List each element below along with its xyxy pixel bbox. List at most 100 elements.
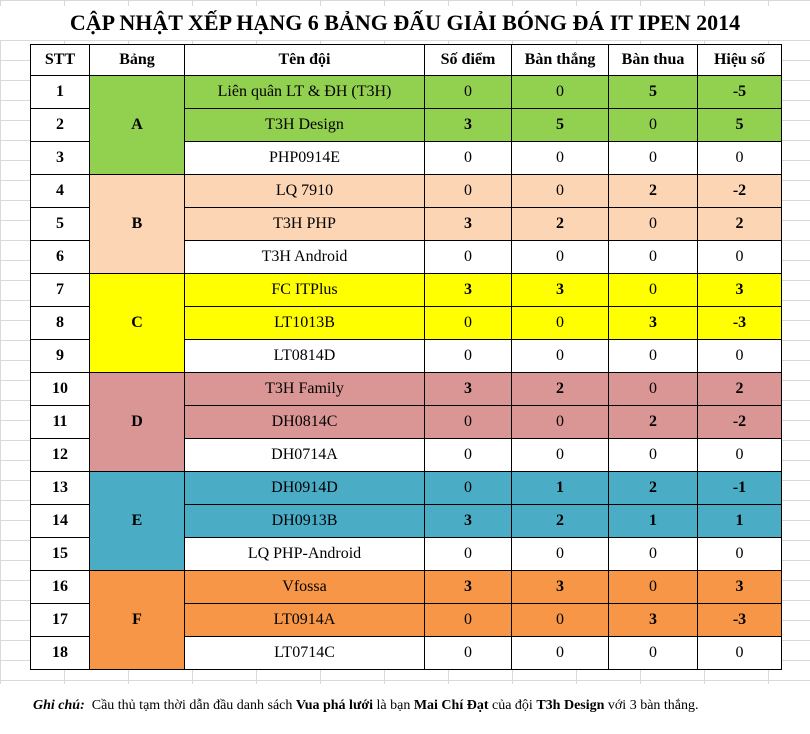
note-text: Cầu thủ tạm thời dẫn đầu danh sách [91,698,293,713]
group-cell: B [89,174,185,274]
goals-conceded-cell: 3 [608,306,698,340]
goals-conceded-cell: 0 [608,636,698,670]
note-label: Ghi chú: [33,698,85,713]
points-cell: 0 [424,471,512,505]
team-name-cell: T3H Design [184,108,425,142]
goals-conceded-cell: 3 [608,603,698,637]
goal-diff-cell: 3 [697,273,782,307]
points-cell: 0 [424,636,512,670]
team-name-cell: DH0714A [184,438,425,472]
goals-scored-cell: 2 [511,207,609,241]
table-row: 10 D T3H Family 3 2 0 2 [30,372,782,472]
goal-diff-cell: 0 [697,438,782,472]
header-stt: STT [30,44,90,76]
goals-scored-cell: 0 [511,306,609,340]
points-cell: 3 [424,570,512,604]
table-row: 11 DH0814C 0 0 2 -2 [30,405,782,439]
table-row: 7 C FC ITPlus 3 3 0 3 [30,273,782,373]
note-award: Vua phá lưới [295,698,373,713]
team-name-cell: T3H Android [184,240,425,274]
goals-conceded-cell: 0 [608,339,698,373]
stt-cell: 5 [30,207,90,241]
goals-scored-cell: 0 [511,240,609,274]
goal-diff-cell: 0 [697,339,782,373]
goals-conceded-cell: 2 [608,471,698,505]
goal-diff-cell: 2 [697,372,782,406]
goal-diff-cell: -1 [697,471,782,505]
team-name-cell: LT0814D [184,339,425,373]
stt-cell: 15 [30,537,90,571]
group-cell: F [89,570,185,670]
points-cell: 0 [424,240,512,274]
table-row: 4 B LQ 7910 0 0 2 -2 [30,174,782,274]
points-cell: 0 [424,405,512,439]
goals-scored-cell: 0 [511,438,609,472]
goal-diff-cell: 1 [697,504,782,538]
points-cell: 0 [424,603,512,637]
team-name-cell: Liên quân LT & ĐH (T3H) [184,75,425,109]
goal-diff-cell: 2 [697,207,782,241]
header-scored: Bàn thắng [511,44,609,76]
team-name-cell: T3H PHP [184,207,425,241]
goal-diff-cell: -3 [697,306,782,340]
points-cell: 0 [424,75,512,109]
table-row: 2 T3H Design 3 5 0 5 [30,108,782,142]
stt-cell: 8 [30,306,90,340]
team-name-cell: DH0913B [184,504,425,538]
goal-diff-cell: 3 [697,570,782,604]
header-team: Tên đội [184,44,425,76]
table-row: 9 LT0814D 0 0 0 0 [30,339,782,373]
goals-conceded-cell: 0 [608,207,698,241]
stt-cell: 11 [30,405,90,439]
standings-table: STT Bảng Tên đội Số điểm Bàn thắng Bàn t… [30,44,782,670]
goals-conceded-cell: 2 [608,174,698,208]
header-conceded: Bàn thua [608,44,698,76]
table-row: 13 E DH0914D 0 1 2 -1 [30,471,782,571]
table-row: 17 LT0914A 0 0 3 -3 [30,603,782,637]
team-name-cell: LT0714C [184,636,425,670]
goals-scored-cell: 5 [511,108,609,142]
note-text: là bạn [376,698,411,713]
goals-scored-cell: 0 [511,603,609,637]
points-cell: 3 [424,372,512,406]
header-points: Số điểm [424,44,512,76]
team-name-cell: LQ 7910 [184,174,425,208]
stt-cell: 18 [30,636,90,670]
team-name-cell: PHP0914E [184,141,425,175]
points-cell: 0 [424,306,512,340]
goal-diff-cell: 0 [697,537,782,571]
goals-conceded-cell: 0 [608,372,698,406]
table-row: 1 A Liên quân LT & ĐH (T3H) 0 0 5 -5 [30,75,782,175]
points-cell: 0 [424,537,512,571]
goals-scored-cell: 0 [511,405,609,439]
points-cell: 3 [424,108,512,142]
team-name-cell: DH0914D [184,471,425,505]
footnote: Ghi chú: Cầu thủ tạm thời dẫn đầu danh s… [0,684,810,734]
goals-scored-cell: 3 [511,570,609,604]
group-cell: D [89,372,185,472]
goals-conceded-cell: 1 [608,504,698,538]
stt-cell: 2 [30,108,90,142]
goal-diff-cell: 0 [697,240,782,274]
group-cell: E [89,471,185,571]
stt-cell: 16 [30,570,90,604]
note-player: Mai Chí Đạt [413,698,489,713]
points-cell: 3 [424,504,512,538]
page-title: CẬP NHẬT XẾP HẠNG 6 BẢNG ĐẤU GIẢI BÓNG Đ… [0,6,810,40]
team-name-cell: T3H Family [184,372,425,406]
header-goal-diff: Hiệu số [697,44,782,76]
goal-diff-cell: -2 [697,174,782,208]
team-name-cell: LT1013B [184,306,425,340]
goals-scored-cell: 0 [511,75,609,109]
team-name-cell: DH0814C [184,405,425,439]
goals-scored-cell: 0 [511,174,609,208]
goals-conceded-cell: 0 [608,570,698,604]
note-text: của đội [492,698,533,713]
stt-cell: 3 [30,141,90,175]
stt-cell: 6 [30,240,90,274]
goals-conceded-cell: 5 [608,75,698,109]
goals-scored-cell: 0 [511,141,609,175]
team-name-cell: LQ PHP-Android [184,537,425,571]
team-name-cell: Vfossa [184,570,425,604]
team-name-cell: FC ITPlus [184,273,425,307]
